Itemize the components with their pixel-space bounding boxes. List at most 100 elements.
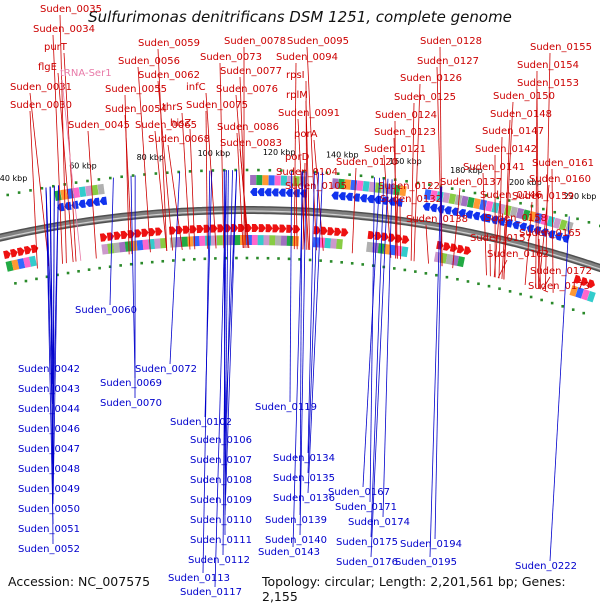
cog-block-reverse [60,189,68,200]
gene-label-forward: purT [44,42,68,53]
cog-block-forward [170,237,177,247]
gene-label-forward: Suden_0054 [105,104,167,115]
cog-block-forward-shape [125,241,132,252]
cog-block-forward-shape [234,235,240,245]
cog-block-forward-shape [137,240,144,251]
cog-block-forward-shape [287,236,293,246]
cog-block-forward-shape [269,235,275,245]
gene-label-forward: Suden_0083 [220,138,282,149]
gene-label-reverse: Suden_0069 [100,378,162,389]
gene-arrow-reverse [345,192,353,201]
tick-dot [467,280,470,283]
gene-label-reverse: Suden_0174 [348,517,410,528]
tick-dot [98,267,101,270]
gene-label-forward: Suden_0035 [40,4,102,15]
gene-arrow-forward-shape [210,224,217,232]
gene-label-forward: Suden_0126 [400,73,462,84]
gene-arrow-forward [100,233,108,242]
tick-dot [360,174,363,177]
gene-label-reverse: Suden_0102 [170,417,232,428]
gene-label-reverse: Suden_0043 [18,384,80,395]
gene-label-forward: Suden_0160 [529,174,591,185]
gene-arrow-reverse-shape [257,188,264,196]
tick-dot [348,173,351,176]
cog-block-forward-shape [217,235,223,245]
gene-arrow-forward [107,232,115,241]
cog-block-forward-shape [154,238,161,248]
gene-label-forward: Suden_0105 [285,181,347,192]
tick-dot [371,176,374,179]
tick-dot [67,272,70,275]
tick-dot [14,282,17,285]
tick-dot [88,268,91,271]
cog-block-reverse-shape [350,180,357,191]
cog-block-forward-shape [281,236,287,246]
gene-arrow-reverse [338,192,346,201]
gene-label-forward: Suden_0132 [380,194,442,205]
gene-label-reverse: Suden_0140 [265,535,327,546]
gene-arrow-forward-shape [259,224,266,232]
cog-block-reverse [363,181,370,192]
tick-dot [75,181,78,184]
cog-block-forward [217,235,223,245]
tick-dot [340,261,343,264]
gene-label-forward: Suden_0121 [364,144,426,155]
gene-arrow-forward [114,231,122,240]
cog-block-forward-shape [199,236,205,246]
cog-block-forward-shape [292,236,298,246]
cog-block-forward-shape [330,238,337,248]
cog-block-forward [269,235,275,245]
gene-label-forward-leader [400,205,401,259]
gene-arrow-forward-shape [100,233,108,242]
tick-dot [257,169,260,172]
cog-block-forward [258,235,264,245]
gene-arrow-forward [252,224,259,232]
tick-dot [35,278,38,281]
tick-dot [561,305,564,308]
gene-label-reverse: Suden_0119 [255,402,317,413]
gene-label-forward: Suden_0159 [512,191,574,202]
gene-label-forward: Suden_0073 [200,52,262,63]
gene-arrow-forward-shape [402,235,410,244]
gene-label-reverse-leader [110,178,113,305]
tick-dot [319,259,322,262]
gene-arrow-forward [210,224,217,232]
gene-label-reverse-leader [363,178,380,487]
gene-arrow-reverse-shape [359,194,367,203]
tick-dot [588,221,591,224]
gene-label-forward: Suden_0162 [487,249,549,260]
gene-arrow-forward [155,227,163,236]
tick-dot [235,257,238,260]
cog-block-reverse [262,175,268,185]
tick-dot [200,170,203,173]
gene-label-forward: porA [294,129,318,140]
gene-label-forward: Suden_0059 [138,38,200,49]
gene-arrow-forward [190,225,197,233]
tick-dot [404,269,407,272]
gene-label-forward: thrS [162,102,183,113]
gene-label-reverse: Suden_0044 [18,404,80,415]
gene-arrow-forward-shape [190,225,197,233]
cog-block-reverse-shape [262,175,268,185]
gene-label-reverse: Suden_0113 [168,573,230,584]
gene-label-forward: Suden_0056 [118,56,180,67]
accession-label: Accession: NC_007575 [8,574,150,589]
cog-block-forward [252,235,258,245]
tick-dot [132,174,135,177]
gene-label-forward: Suden_0150 [493,91,555,102]
gene-label-forward: Suden_0030 [10,100,72,111]
cog-block-reverse-shape [97,184,104,195]
gene-label-forward: porD [285,152,310,163]
gene-label-forward-leader [483,173,486,275]
gene-label-forward: Suden_0173 [528,281,590,292]
gene-arrow-reverse [359,194,367,203]
gene-arrow-forward-shape [155,227,163,236]
gene-arrow-forward [197,225,204,233]
cog-block-reverse-shape [268,175,274,185]
cog-block-forward [330,238,337,248]
gene-label-reverse: Suden_0107 [190,455,252,466]
gene-label-forward-leader [125,95,129,254]
gene-arrow-forward-shape [107,232,115,241]
cog-block-forward [181,237,188,247]
cog-block-forward-shape [187,236,194,246]
